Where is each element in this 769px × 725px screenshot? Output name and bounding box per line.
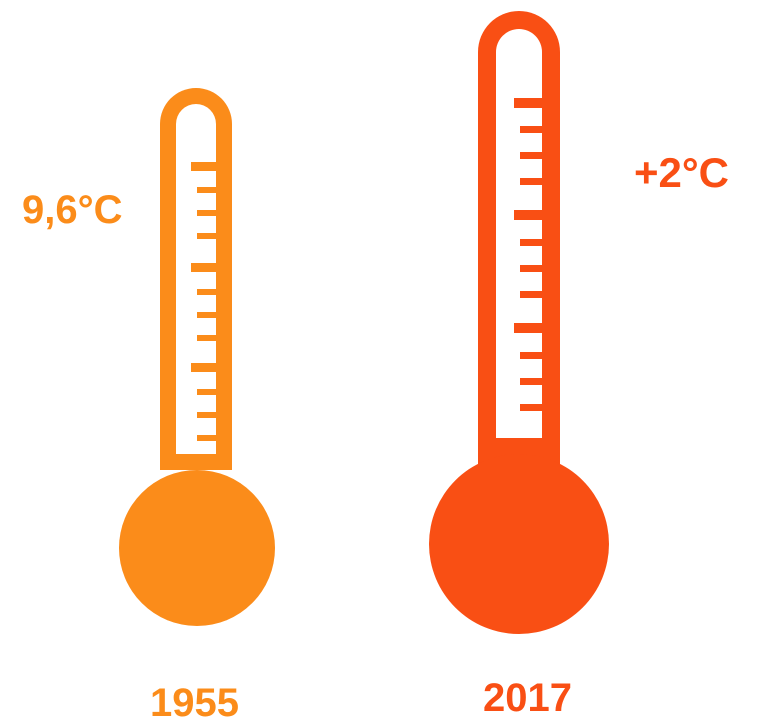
tick-mark (191, 263, 216, 272)
tick-mark (520, 404, 542, 411)
thermometer-2017-ticks (514, 98, 542, 411)
tick-mark (197, 412, 216, 418)
tick-mark (197, 210, 216, 216)
tick-mark (514, 323, 542, 333)
thermometer-2017-bulb (429, 454, 609, 634)
tick-mark (520, 291, 542, 298)
tick-mark (197, 289, 216, 295)
tick-mark (520, 352, 542, 359)
year-2017-label: 2017 (483, 676, 572, 720)
temperature-1955-label: 9,6°C (22, 188, 123, 232)
tick-mark (191, 162, 216, 171)
tick-mark (514, 210, 542, 220)
tick-mark (197, 335, 216, 341)
thermometer-2017-icon (429, 11, 609, 634)
thermometer-1955-bulb (119, 470, 275, 626)
tick-mark (191, 363, 216, 372)
tick-mark (197, 312, 216, 318)
year-1955-label: 1955 (150, 681, 239, 725)
tick-mark (520, 152, 542, 159)
thermometer-2017-inner (496, 29, 542, 438)
thermometer-1955-inner (176, 104, 216, 454)
tick-mark (520, 265, 542, 272)
tick-mark (197, 435, 216, 441)
tick-mark (520, 178, 542, 185)
tick-mark (197, 389, 216, 395)
tick-mark (520, 126, 542, 133)
tick-mark (520, 378, 542, 385)
tick-mark (514, 98, 542, 108)
tick-mark (197, 187, 216, 193)
thermometer-1955-icon (119, 88, 275, 626)
temperature-increase-label: +2°C (634, 149, 730, 196)
tick-mark (197, 233, 216, 239)
tick-mark (520, 239, 542, 246)
thermometer-1955-ticks (191, 162, 216, 441)
